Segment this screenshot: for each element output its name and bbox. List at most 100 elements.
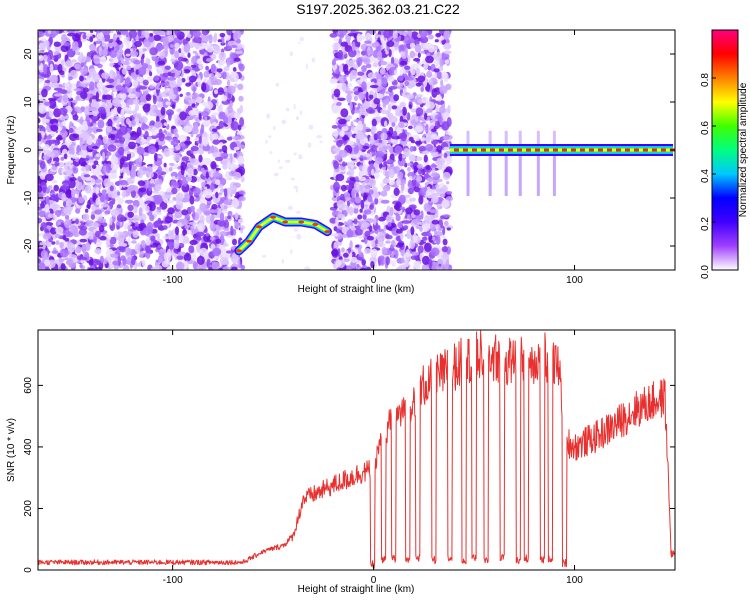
heatmap-cell [358,246,362,256]
heatmap-cell [89,50,97,56]
heatmap-cell [59,115,66,121]
heatmap-cell [45,267,50,270]
heatmap-cell [427,65,432,71]
heatmap-cell [358,35,367,40]
heatmap-cell [127,256,131,266]
heatmap-cell [293,185,299,189]
carrier-spur [536,130,540,150]
heatmap-cell [198,154,203,163]
heatmap-cell [361,222,370,228]
heatmap-cell [443,50,452,55]
heatmap-cell [426,108,433,113]
heatmap-cell [402,220,411,224]
heatmap-cell [88,159,95,163]
tone-track-peak [270,215,277,219]
heatmap-cell [361,81,367,91]
heatmap-cell [383,30,392,39]
x-tick-label: 100 [566,575,583,586]
heatmap-cell [202,157,212,166]
heatmap-cell [197,209,203,216]
heatmap-cell [234,50,243,55]
heatmap-cell [39,172,47,180]
heatmap-cell [151,126,158,136]
heatmap-cell [158,257,163,264]
heatmap-cell [421,137,427,142]
heatmap-cell [426,135,431,143]
heatmap-cell [380,109,384,113]
heatmap-cell [389,146,394,155]
heatmap-cell [367,194,373,203]
heatmap-cell [391,122,396,127]
heatmap-cell [407,166,411,172]
heatmap-cell [149,47,158,56]
heatmap-cell [116,246,126,251]
heatmap-cell [41,37,47,42]
heatmap-cell [354,145,359,154]
heatmap-cell [399,206,406,210]
heatmap-cell [226,136,233,141]
heatmap-cell [440,215,445,220]
heatmap-cell [155,93,163,103]
heatmap-cell [435,62,439,67]
heatmap-cell [410,255,418,260]
heatmap-cell [436,71,442,80]
heatmap-cell [64,60,73,68]
heatmap-cell [172,137,179,147]
heatmap-cell [183,43,191,53]
heatmap-cell [397,171,404,180]
heatmap-cell [343,63,349,74]
heatmap-cell [122,264,130,270]
heatmap-cell [337,97,346,102]
heatmap-cell [240,226,244,234]
heatmap-cell [127,224,131,231]
heatmap-cell [172,87,179,95]
heatmap-cell [430,197,439,204]
heatmap-cell [223,66,230,72]
snr-x-axis: -100 0 100 [163,330,583,586]
heatmap-cell [101,42,108,47]
heatmap-cell [424,242,432,252]
heatmap-cell [90,213,96,220]
heatmap-cell [121,30,129,36]
heatmap-cell [217,39,222,43]
heatmap-cell [116,78,121,87]
heatmap-cell [212,152,220,158]
heatmap-cell [207,79,212,86]
heatmap-cell [425,55,434,64]
heatmap-cell [347,32,357,37]
heatmap-cell [100,203,109,208]
heatmap-cell [398,194,406,204]
heatmap-cell [209,209,218,214]
heatmap-cell [398,44,407,51]
heatmap-cell [230,71,237,79]
heatmap-cell [61,193,67,202]
heatmap-cell [374,197,379,205]
heatmap-cell [38,117,41,124]
heatmap-cell [281,258,284,264]
carrier-spur [488,148,492,196]
heatmap-cell [411,63,419,69]
heatmap-cell [189,188,193,198]
heatmap-cell [196,263,205,270]
heatmap-cell [238,158,245,162]
heatmap-cell [40,147,45,152]
heatmap-cell [354,176,359,181]
heatmap-cell [440,52,450,61]
heatmap-cell [49,63,54,74]
heatmap-cell [387,87,393,93]
heatmap-cell [75,218,79,225]
heatmap-cell [178,233,184,243]
heatmap-cell [72,133,80,139]
heatmap-cell [111,41,117,47]
heatmap-cell [65,115,69,120]
heatmap-cell [372,62,379,68]
heatmap-cell [157,60,166,66]
heatmap-cell [138,207,143,217]
heatmap-cell [101,72,110,79]
heatmap-cell [118,179,128,186]
heatmap-cell [285,107,290,112]
heatmap-cell [221,152,229,159]
heatmap-cell [199,42,208,49]
heatmap-cell [176,255,184,260]
heatmap-cell [403,225,409,230]
